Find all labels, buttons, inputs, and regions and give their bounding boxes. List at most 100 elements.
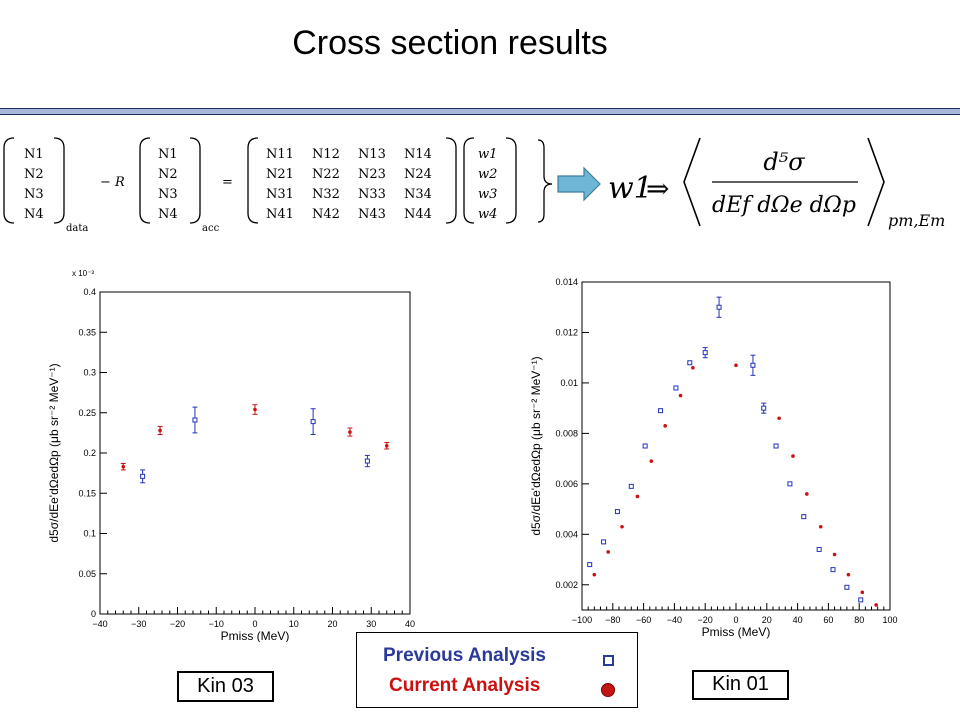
matrix-cell: N41 — [266, 207, 294, 222]
matrix-cell: N14 — [404, 147, 432, 162]
matrix-cell: N21 — [266, 167, 294, 182]
fraction-numerator: d⁵σ — [763, 148, 805, 176]
current-point — [158, 428, 162, 433]
arrow-right-icon — [557, 166, 601, 202]
current-point — [635, 494, 640, 499]
x-tick-label: −30 — [131, 619, 146, 629]
y-axis-label: d5σ/dEe'dΩedΩp (μb sr⁻² MeV⁻¹) — [529, 356, 543, 535]
matrix-cell: N44 — [404, 207, 432, 222]
y-tick-label: 0.01 — [560, 378, 578, 388]
bracket-left-weights — [463, 137, 475, 224]
y-axis-label: d5σ/dEe'dΩedΩp (μb sr⁻² MeV⁻¹) — [47, 363, 61, 542]
current-point — [777, 416, 781, 421]
current-point — [805, 492, 809, 496]
curly-brace — [537, 139, 553, 223]
weight-w4: w4 — [478, 207, 497, 222]
weight-w2: w2 — [478, 167, 497, 182]
vec-data-n4: N4 — [24, 207, 44, 222]
x-tick-label: −100 — [572, 615, 592, 625]
matrix-cell: N24 — [404, 167, 432, 182]
current-point — [620, 524, 624, 529]
current-point — [121, 464, 126, 469]
title-divider — [0, 108, 960, 115]
plot-frame — [581, 281, 891, 611]
previous-point — [140, 473, 146, 479]
weight-w3: w3 — [478, 187, 497, 202]
y-tick-label: 0 — [91, 609, 96, 619]
x-tick-label: 0 — [252, 619, 257, 629]
legend-current-label: Current Analysis — [389, 675, 541, 696]
previous-point — [716, 304, 722, 310]
y-tick-label: 0.006 — [555, 479, 578, 489]
x-tick-label: −80 — [605, 615, 620, 625]
previous-point — [673, 385, 679, 391]
previous-point — [614, 509, 620, 515]
vec-acc-n1: N1 — [158, 147, 178, 162]
chart-kin03: −40 −30 −20 −10 0 10 20 30 40 0 0.05 0.1 0.15 0.2 0.25… — [47, 269, 415, 642]
matrix-cell: N23 — [358, 167, 386, 182]
x-tick-label: 0 — [733, 615, 738, 625]
x-tick-label: 40 — [405, 619, 415, 629]
weight-w1: w1 — [478, 147, 497, 162]
current-point — [649, 459, 654, 463]
previous-point — [702, 350, 708, 356]
w1-label: w1 — [608, 171, 653, 206]
previous-point — [192, 417, 198, 423]
previous-point — [750, 362, 756, 368]
current-point — [874, 603, 878, 607]
x-tick-label: −40 — [92, 619, 107, 629]
minus-r: − R — [100, 175, 125, 190]
previous-point — [844, 584, 850, 590]
bracket-right-matrix — [445, 137, 457, 224]
previous-point — [587, 562, 593, 568]
bracket-left-data — [3, 137, 15, 224]
current-point — [832, 552, 837, 557]
y-tick-label: 0.05 — [78, 569, 96, 579]
vec-data-n3: N3 — [24, 187, 44, 202]
chart-kin01: −100 −80 −60 −40 −20 0 20 40 60 80 100 0.002 0.004 0.… — [529, 277, 898, 639]
current-point — [348, 430, 352, 434]
vec-data-n1: N1 — [24, 147, 44, 162]
current-point — [663, 424, 667, 428]
x-tick-label: 80 — [854, 615, 864, 625]
current-point — [606, 550, 610, 554]
current-point — [384, 443, 389, 448]
current-point — [691, 365, 695, 370]
x-tick-label: 10 — [289, 619, 299, 629]
data-subscript: data — [66, 223, 88, 234]
legend-square-icon — [603, 655, 614, 666]
bracket-left-matrix — [247, 137, 259, 224]
vec-acc-n2: N2 — [158, 167, 178, 182]
y-tick-label: 0.012 — [555, 327, 578, 337]
matrix-cell: N22 — [312, 167, 340, 182]
y-tick-label: 0.008 — [555, 428, 578, 438]
x-axis-label: Pmiss (MeV) — [221, 629, 290, 642]
previous-point — [628, 483, 634, 489]
y-tick-label: 0.1 — [83, 529, 96, 539]
legend: Previous Analysis Current Analysis — [356, 632, 638, 708]
vec-acc-n4: N4 — [158, 207, 178, 222]
current-point — [253, 407, 257, 412]
legend-dot-icon — [601, 683, 615, 697]
x-tick-label: −10 — [209, 619, 224, 629]
current-point — [734, 363, 738, 368]
y-tick-label: 0.25 — [78, 408, 96, 418]
previous-point — [761, 405, 767, 411]
equation-panel: N1 N2 N3 N4 data − R N1 N2 N3 N4 acc = N… — [3, 137, 945, 234]
matrix-cell: N42 — [312, 207, 340, 222]
equals-sign: = — [222, 175, 233, 190]
y-tick-label: 0.004 — [555, 529, 578, 539]
current-point — [846, 572, 851, 577]
x-tick-label: 30 — [366, 619, 376, 629]
y-exponent-label: x 10⁻³ — [72, 269, 94, 278]
matrix-cell: N33 — [358, 187, 386, 202]
previous-point — [364, 458, 370, 464]
legend-previous-label: Previous Analysis — [383, 645, 546, 666]
matrix-cell: N11 — [266, 147, 294, 162]
angle-right — [867, 137, 885, 227]
implies-symbol: ⇒ — [646, 172, 669, 205]
current-point — [791, 454, 795, 458]
angle-left — [683, 137, 701, 227]
x-tick-label: −40 — [667, 615, 682, 625]
previous-point — [687, 360, 693, 366]
